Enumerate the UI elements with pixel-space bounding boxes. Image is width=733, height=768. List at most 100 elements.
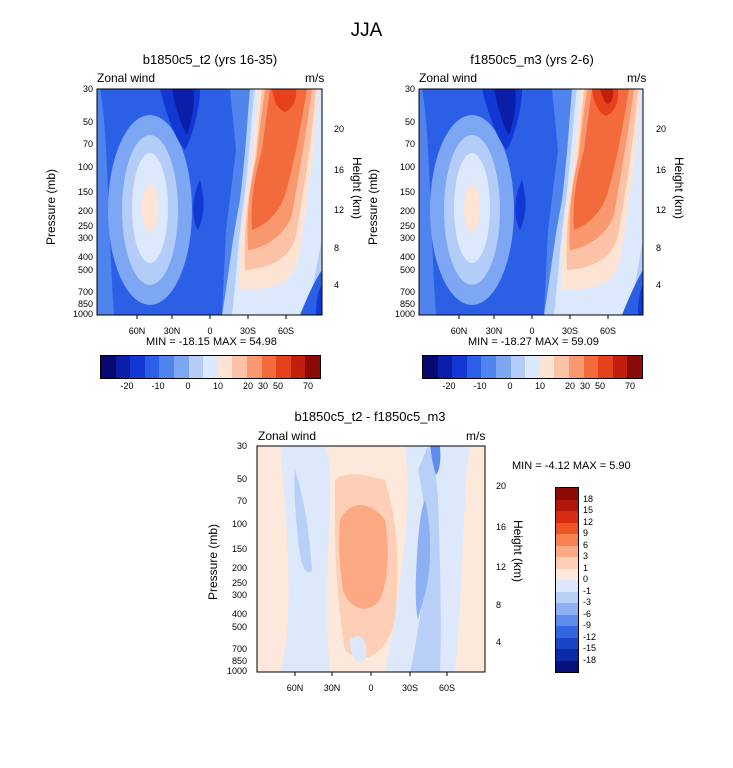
colorbar-swatch bbox=[627, 356, 642, 378]
panel-2-units-label: m/s bbox=[627, 71, 647, 85]
p2-xtick: 30N bbox=[485, 326, 503, 336]
p1-ytick: 100 bbox=[77, 162, 93, 172]
cb1-label: -20 bbox=[120, 381, 134, 391]
p2-ytick: 50 bbox=[404, 117, 415, 127]
panel-3-y2label: Height (km) bbox=[511, 520, 525, 583]
p3-y2tick: 20 bbox=[496, 481, 507, 491]
p3-ytick: 700 bbox=[231, 644, 247, 654]
p1-y2tick: 20 bbox=[334, 124, 345, 134]
p3-xtick: 0 bbox=[368, 683, 374, 693]
p2-y2tick: 12 bbox=[656, 205, 667, 215]
colorbar-swatch bbox=[188, 356, 204, 378]
colorbar-swatch bbox=[598, 356, 613, 378]
colorbar-swatch bbox=[556, 568, 578, 580]
colorbar-swatch bbox=[556, 522, 578, 534]
panel-2-ylabel: Pressure (mb) bbox=[366, 168, 380, 245]
colorbar-swatch bbox=[437, 356, 453, 378]
p3-y2tick: 8 bbox=[496, 600, 502, 610]
panel-1-variable-label: Zonal wind bbox=[97, 71, 156, 85]
cb3-label: -9 bbox=[583, 620, 592, 630]
panel-2-frame bbox=[418, 88, 644, 316]
cb1-label: 30 bbox=[257, 381, 268, 391]
panel-3-stats: MIN = -4.12 MAX = 5.90 bbox=[512, 460, 631, 472]
colorbar-swatch bbox=[556, 614, 578, 626]
p3-ytick: 150 bbox=[231, 544, 247, 554]
p2-ytick: 150 bbox=[399, 187, 415, 197]
p1-ytick: 30 bbox=[82, 84, 93, 94]
p1-y2tick: 8 bbox=[334, 243, 340, 253]
colorbar-swatch bbox=[583, 356, 599, 378]
p2-ytick: 30 bbox=[404, 84, 415, 94]
p2-ytick: 400 bbox=[399, 252, 415, 262]
p3-ytick: 400 bbox=[231, 609, 247, 619]
panel-1-contours bbox=[97, 89, 322, 315]
p2-ytick: 1000 bbox=[394, 309, 415, 319]
p3-ytick: 300 bbox=[231, 590, 247, 600]
colorbar-swatch bbox=[144, 356, 160, 378]
colorbar-swatch bbox=[556, 488, 578, 500]
p2-ytick: 200 bbox=[399, 206, 415, 216]
colorbar-swatch bbox=[261, 356, 277, 378]
colorbar-swatch bbox=[556, 660, 578, 672]
cb3-label: 18 bbox=[583, 494, 594, 504]
panel-3-units-label: m/s bbox=[466, 429, 486, 443]
p3-xtick: 30S bbox=[401, 683, 418, 693]
colorbar-swatch bbox=[556, 603, 578, 615]
cb3-label: -15 bbox=[583, 643, 597, 653]
p1-xtick: 30S bbox=[239, 326, 256, 336]
figure-title: JJA bbox=[350, 20, 383, 41]
colorbar-swatch bbox=[452, 356, 467, 378]
p2-ytick: 250 bbox=[399, 221, 415, 231]
cb2-label: 0 bbox=[507, 381, 513, 391]
cb2-label: 10 bbox=[534, 381, 545, 391]
colorbar-swatch bbox=[556, 511, 578, 523]
p1-ytick: 1000 bbox=[72, 309, 93, 319]
p1-ytick: 200 bbox=[77, 206, 93, 216]
cb2-label: -20 bbox=[442, 381, 456, 391]
p2-xtick: 0 bbox=[529, 326, 535, 336]
p3-ytick: 50 bbox=[236, 474, 247, 484]
p1-ytick: 50 bbox=[82, 117, 93, 127]
p2-ytick: 70 bbox=[404, 139, 415, 149]
p1-xtick: 30N bbox=[163, 326, 181, 336]
p3-xtick: 30N bbox=[323, 683, 341, 693]
p3-ytick: 200 bbox=[231, 563, 247, 573]
colorbar-swatch bbox=[556, 626, 578, 638]
panel-1-title: b1850c5_t2 (yrs 16-35) bbox=[142, 52, 278, 67]
panel-3-variable-label: Zonal wind bbox=[258, 429, 317, 443]
colorbar-swatch bbox=[466, 356, 482, 378]
panel-1-y2label: Height (km) bbox=[350, 157, 364, 220]
cb3-label: 0 bbox=[583, 574, 589, 584]
colorbar-swatch bbox=[130, 356, 145, 378]
cb1-label: 10 bbox=[212, 381, 223, 391]
p3-xtick: 60N bbox=[286, 683, 304, 693]
panel-3-colorbar bbox=[555, 487, 579, 673]
panel-2-contours bbox=[419, 89, 643, 315]
cb3-label: 6 bbox=[583, 540, 589, 550]
p1-ytick: 700 bbox=[77, 287, 93, 297]
colorbar-swatch bbox=[481, 356, 496, 378]
colorbar-swatch bbox=[495, 356, 511, 378]
colorbar-swatch bbox=[246, 356, 262, 378]
cb1-label: 50 bbox=[272, 381, 283, 391]
p2-y2tick: 4 bbox=[656, 280, 662, 290]
colorbar-swatch bbox=[101, 356, 116, 378]
panel-3-title: b1850c5_t2 - f1850c5_m3 bbox=[294, 409, 446, 424]
cb3-label: -6 bbox=[583, 609, 592, 619]
colorbar-swatch bbox=[556, 649, 578, 661]
colorbar-swatch bbox=[159, 356, 174, 378]
p1-y2tick: 4 bbox=[334, 280, 340, 290]
colorbar-swatch bbox=[554, 356, 569, 378]
cb3-label: 1 bbox=[583, 563, 589, 573]
panel-2-colorbar bbox=[422, 355, 643, 379]
cb3-label: 3 bbox=[583, 551, 589, 561]
cb3-label: -1 bbox=[583, 586, 592, 596]
cb1-label: 0 bbox=[185, 381, 191, 391]
p1-ytick: 400 bbox=[77, 252, 93, 262]
p2-ytick: 300 bbox=[399, 233, 415, 243]
cb3-label: 9 bbox=[583, 528, 589, 538]
cb1-label: 70 bbox=[302, 381, 313, 391]
colorbar-swatch bbox=[423, 356, 438, 378]
panel-1-ylabel: Pressure (mb) bbox=[44, 168, 58, 245]
